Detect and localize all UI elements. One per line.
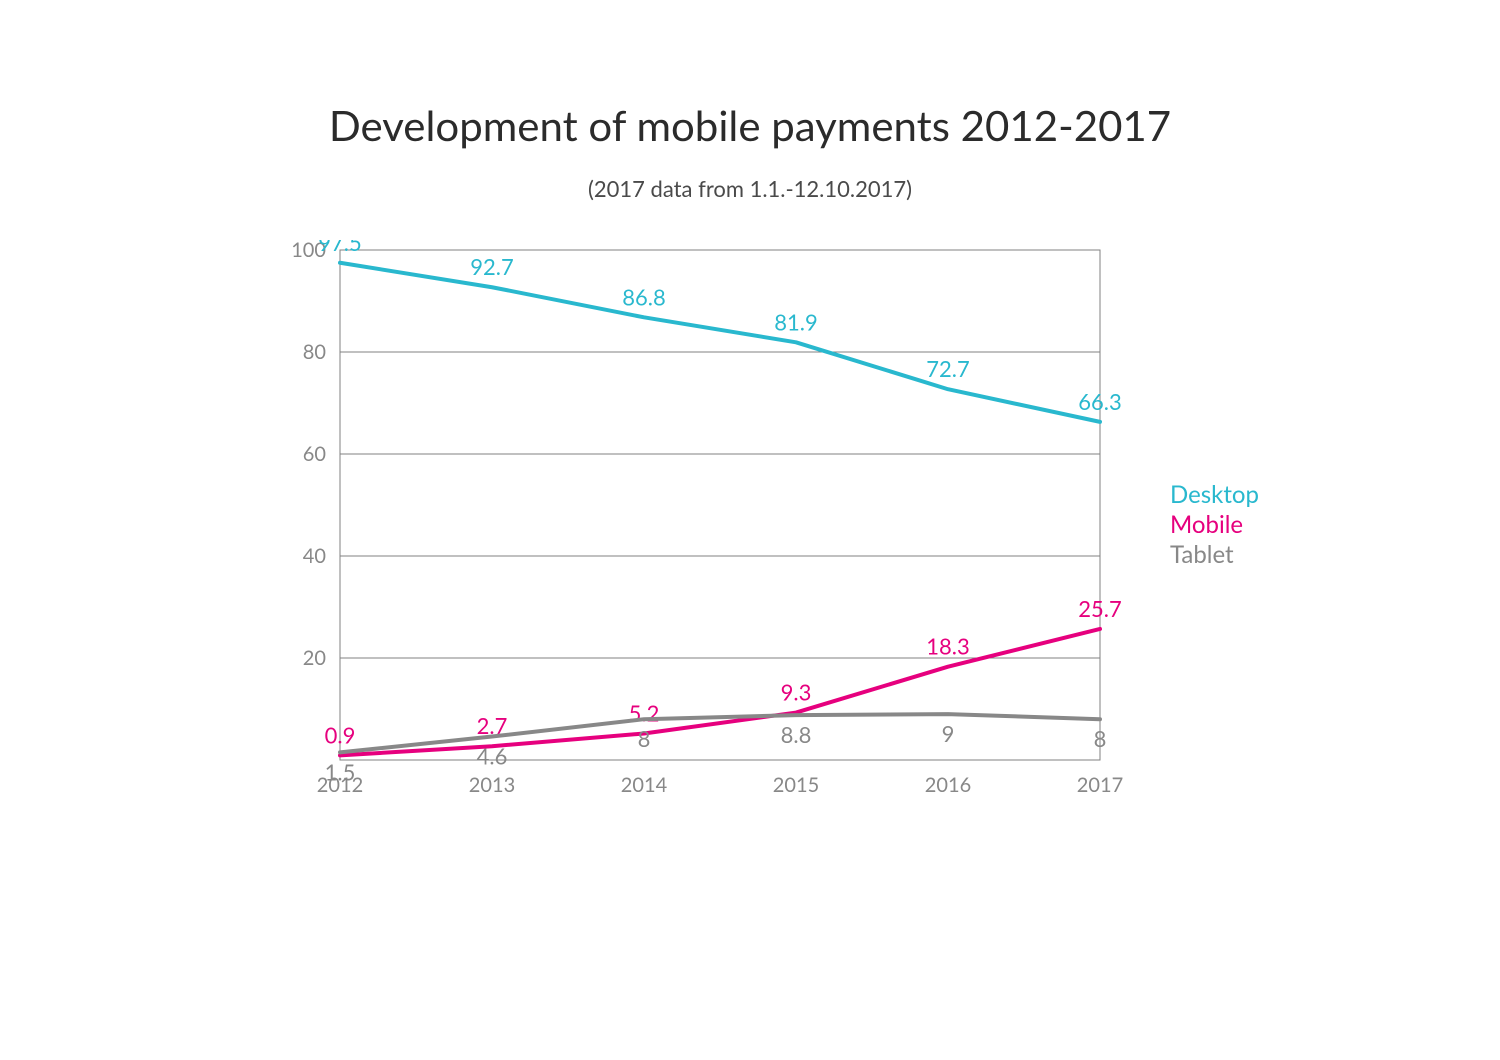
- data-label: 81.9: [774, 308, 817, 335]
- series-line-mobile: [340, 629, 1100, 755]
- legend-item-desktop: Desktop: [1170, 480, 1259, 510]
- data-label: 8: [638, 725, 651, 752]
- data-label: 1.5: [325, 758, 356, 785]
- y-tick-label: 20: [303, 646, 326, 670]
- chart-title: Development of mobile payments 2012-2017: [0, 100, 1500, 150]
- data-label: 72.7: [926, 355, 969, 382]
- x-tick-label: 2017: [1077, 773, 1123, 797]
- data-label: 8.8: [781, 721, 812, 748]
- data-label: 86.8: [622, 283, 665, 310]
- legend-item-tablet: Tablet: [1170, 540, 1259, 570]
- y-tick-label: 80: [303, 340, 326, 364]
- x-tick-label: 2013: [469, 773, 515, 797]
- data-label: 9: [942, 720, 955, 747]
- legend-item-mobile: Mobile: [1170, 510, 1259, 540]
- x-tick-label: 2016: [925, 773, 971, 797]
- chart-subtitle: (2017 data from 1.1.-12.10.2017): [0, 175, 1500, 202]
- data-label: 97.5: [318, 240, 361, 256]
- x-tick-label: 2014: [621, 773, 668, 797]
- data-label: 66.3: [1078, 388, 1121, 415]
- data-label: 9.3: [781, 679, 812, 706]
- chart-svg: 2040608010020122013201420152016201797.59…: [280, 240, 1150, 830]
- data-label: 92.7: [470, 253, 513, 280]
- data-label: 4.6: [477, 743, 508, 770]
- chart-plot-area: 2040608010020122013201420152016201797.59…: [280, 240, 1150, 830]
- y-tick-label: 40: [303, 544, 326, 568]
- x-tick-label: 2015: [773, 773, 819, 797]
- legend: DesktopMobileTablet: [1170, 480, 1259, 570]
- y-tick-label: 60: [303, 442, 326, 466]
- data-label: 18.3: [926, 633, 969, 660]
- data-label: 0.9: [325, 721, 356, 748]
- series-line-desktop: [340, 263, 1100, 422]
- chart-container: Development of mobile payments 2012-2017…: [0, 0, 1500, 1060]
- data-label: 8: [1094, 725, 1107, 752]
- data-label: 25.7: [1078, 595, 1121, 622]
